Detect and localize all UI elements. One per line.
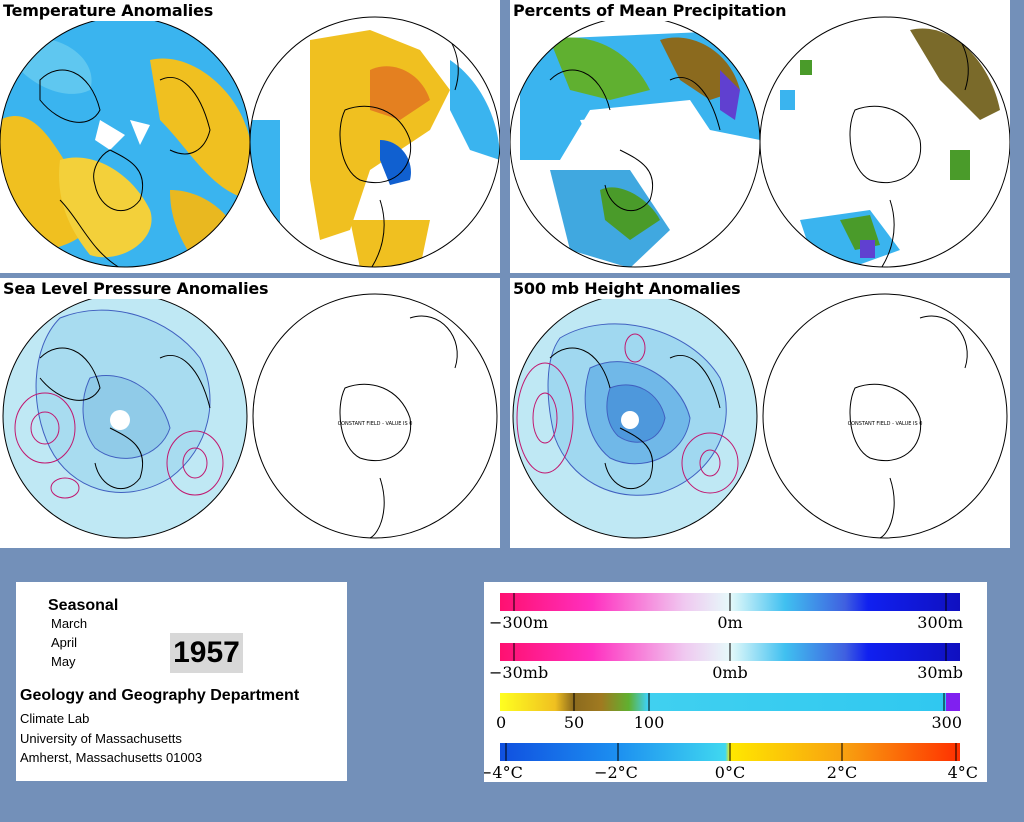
slp-south-note: CONSTANT FIELD - VALUE IS 0 — [338, 421, 413, 427]
address-line-3: Amherst, Massachusetts 01003 — [20, 750, 203, 765]
height-label-max: 300m — [917, 613, 963, 632]
address-line-1: Climate Lab — [20, 711, 90, 726]
height-label-mid: 0m — [717, 613, 742, 632]
month-1: March — [51, 616, 88, 631]
temperature-panel-title: Temperature Anomalies — [0, 0, 217, 21]
department-name: Geology and Geography Department — [20, 687, 300, 704]
precipitation-panel: Percents of Mean Precipitation — [510, 0, 1010, 273]
temp-label-0: 0°C — [715, 763, 745, 782]
slp-north-globe — [2, 293, 248, 539]
slp-panel-title: Sea Level Pressure Anomalies — [0, 278, 272, 299]
info-box: Seasonal March April May 1957 Geology an… — [16, 582, 347, 781]
pressure-label-max: 30mb — [917, 663, 963, 682]
pressure-label-min: −30mb — [489, 663, 548, 682]
height500-north-globe — [512, 293, 758, 539]
height500-panel: CONSTANT FIELD - VALUE IS 0 500 mb Heigh… — [510, 278, 1010, 548]
legend-scales: −300m 0m 300m −30mb 0mb 30mb 0 50 100 30… — [484, 593, 978, 782]
month-3: May — [51, 654, 76, 669]
month-2: April — [51, 635, 78, 650]
precipitation-panel-title: Percents of Mean Precipitation — [510, 0, 790, 21]
legend-box: −300m 0m 300m −30mb 0mb 30mb 0 50 100 30… — [484, 582, 987, 782]
precip-label-300: 300 — [931, 713, 962, 732]
slp-panel: CONSTANT FIELD - VALUE IS 0 Sea Level Pr… — [0, 278, 500, 548]
temperature-south-globe — [250, 16, 500, 268]
pressure-label-mid: 0mb — [712, 663, 748, 682]
temp-label-2: 2°C — [827, 763, 857, 782]
height500-south-note: CONSTANT FIELD - VALUE IS 0 — [848, 421, 923, 427]
address-line-2: University of Massachusetts — [20, 731, 182, 746]
temperature-panel: Temperature Anomalies — [0, 0, 500, 273]
height500-panel-title: 500 mb Height Anomalies — [510, 278, 744, 299]
temp-label-4: 4°C — [948, 763, 978, 782]
temp-label-minus2: −2°C — [594, 763, 638, 782]
height500-south-globe: CONSTANT FIELD - VALUE IS 0 — [762, 293, 1008, 539]
precipitation-north-globe — [510, 16, 760, 268]
precip-colorbar — [500, 693, 960, 711]
precip-label-50: 50 — [564, 713, 584, 732]
temperature-north-globe — [0, 16, 250, 268]
seasonal-label: Seasonal — [48, 597, 119, 614]
slp-south-globe: CONSTANT FIELD - VALUE IS 0 — [252, 293, 498, 539]
year-badge: 1957 — [170, 633, 243, 673]
temp-label-minus4: −4°C — [484, 763, 523, 782]
height-label-min: −300m — [489, 613, 548, 632]
precip-label-100: 100 — [634, 713, 665, 732]
precipitation-south-globe — [760, 16, 1010, 268]
precip-label-0: 0 — [496, 713, 506, 732]
